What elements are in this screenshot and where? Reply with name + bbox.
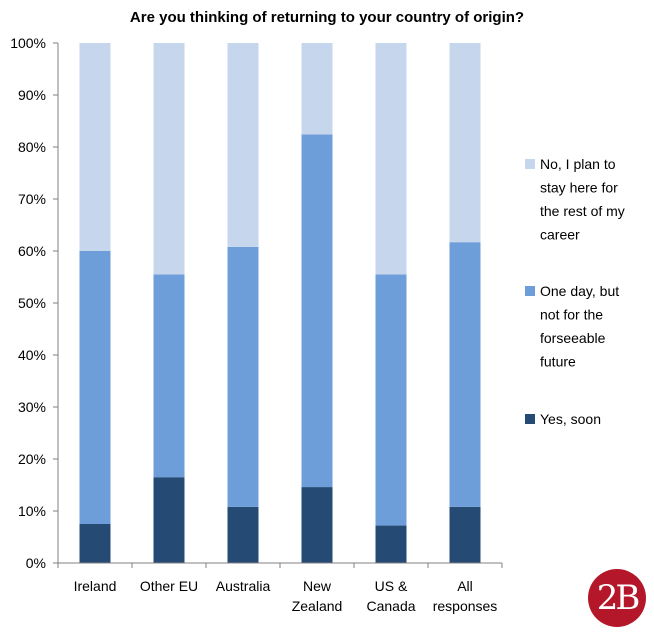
x-category-label: Ireland bbox=[74, 578, 117, 594]
bar-segment bbox=[227, 246, 259, 507]
y-tick-label: 40% bbox=[18, 347, 46, 363]
y-tick-label: 70% bbox=[18, 191, 46, 207]
bar-segment bbox=[375, 43, 407, 275]
bar-segment bbox=[153, 43, 185, 275]
x-axis-labels: Ireland Other EU Australia New Zealand US & Ca… bbox=[74, 578, 498, 614]
legend-swatch bbox=[525, 286, 535, 296]
x-category-label: Other EU bbox=[140, 578, 198, 594]
bar-segment bbox=[375, 525, 407, 563]
bar-segment bbox=[301, 487, 333, 563]
bar-segment bbox=[301, 134, 333, 488]
legend: No, I plan to stay here for the rest of my… bbox=[525, 156, 625, 427]
bar-segment bbox=[449, 506, 481, 563]
legend-swatch bbox=[525, 159, 535, 169]
y-tick-label: 0% bbox=[26, 555, 46, 571]
logo-badge: 2B bbox=[588, 569, 646, 627]
bar-segment bbox=[153, 274, 185, 478]
bar-segment bbox=[375, 274, 407, 526]
bar-segment bbox=[449, 43, 481, 243]
y-tick-label: 10% bbox=[18, 503, 46, 519]
bar-segment bbox=[227, 506, 259, 563]
bar-segment bbox=[301, 43, 333, 135]
legend-label: Yes, soon bbox=[540, 411, 601, 427]
legend-label: One day, but not for the forseeable future bbox=[540, 283, 619, 370]
axes bbox=[57, 43, 503, 568]
y-tick-label: 50% bbox=[18, 295, 46, 311]
bar-segment bbox=[153, 477, 185, 563]
y-tick-label: 90% bbox=[18, 87, 46, 103]
x-category-label: US & Canada bbox=[366, 578, 415, 614]
bar-segment bbox=[227, 43, 259, 247]
y-tick-label: 20% bbox=[18, 451, 46, 467]
x-category-label: Australia bbox=[216, 578, 271, 594]
bar-segment bbox=[79, 251, 111, 524]
y-axis-ticks: 0% 10% 20% 30% 40% 50% 60% 70% 80% 90% 100% bbox=[10, 35, 58, 571]
legend-label: No, I plan to stay here for the rest of my… bbox=[540, 156, 625, 243]
bar-segment bbox=[79, 43, 111, 251]
bar-segment bbox=[449, 242, 481, 507]
y-tick-label: 80% bbox=[18, 139, 46, 155]
y-tick-label: 30% bbox=[18, 399, 46, 415]
bars bbox=[79, 43, 481, 563]
chart-title: Are you thinking of returning to your co… bbox=[130, 9, 524, 26]
y-tick-label: 100% bbox=[10, 35, 46, 51]
bar-segment bbox=[79, 524, 111, 563]
x-category-label: New Zealand bbox=[292, 578, 343, 614]
legend-swatch bbox=[525, 414, 535, 424]
y-tick-label: 60% bbox=[18, 243, 46, 259]
x-category-label: All responses bbox=[433, 578, 498, 614]
